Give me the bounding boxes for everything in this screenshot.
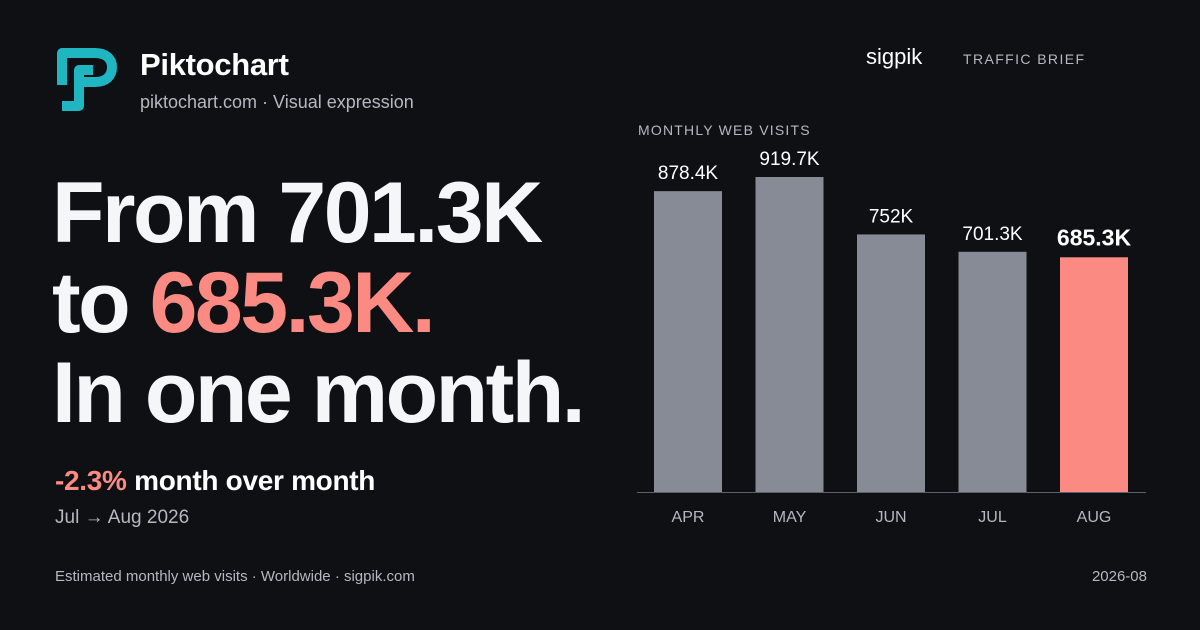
change-period: Jul → Aug 2026 xyxy=(55,507,190,528)
data-label-aug: 685.3K xyxy=(1057,224,1132,250)
data-label-jun: 752K xyxy=(869,206,914,227)
publisher-section: TRAFFIC BRIEF xyxy=(963,51,1086,67)
chart-title: MONTHLY WEB VISITS xyxy=(638,122,811,138)
tick-label-aug: AUG xyxy=(1077,509,1112,526)
brand-name: Piktochart xyxy=(140,47,289,82)
data-label-apr: 878.4K xyxy=(658,163,719,184)
headline-line-2: to 685.3K. xyxy=(52,258,583,348)
piktochart-logo-icon xyxy=(57,48,117,111)
report-date: 2026-08 xyxy=(1091,568,1147,585)
bar-aug xyxy=(1060,257,1128,492)
bar-apr xyxy=(654,191,722,492)
headline: From 701.3K to 685.3K. In one month. xyxy=(52,165,586,441)
tick-label-jun: JUN xyxy=(875,509,906,526)
change-label: month over month xyxy=(126,465,376,496)
brand-subtitle: piktochart.com · Visual expression xyxy=(140,92,414,112)
publisher-name: sigpik xyxy=(866,44,923,69)
tick-label-jul: JUL xyxy=(978,509,1007,526)
data-label-jul: 701.3K xyxy=(962,224,1023,245)
bar-jun xyxy=(857,234,925,492)
headline-highlight-value: 685.3K. xyxy=(149,255,436,351)
headline-line-1: From 701.3K xyxy=(52,165,543,261)
tick-label-may: MAY xyxy=(773,509,807,526)
bar-jul xyxy=(958,251,1027,492)
change-percent: -2.3% xyxy=(55,465,127,496)
headline-line-2-prefix: to xyxy=(52,255,150,351)
footnote: Estimated monthly web visits · Worldwide… xyxy=(55,568,415,585)
headline-line-3: In one month. xyxy=(52,345,586,441)
bar-may xyxy=(755,177,824,492)
month-over-month-change: -2.3% month over month xyxy=(55,465,375,497)
data-label-may: 919.7K xyxy=(759,149,820,170)
tick-label-apr: APR xyxy=(672,509,705,526)
